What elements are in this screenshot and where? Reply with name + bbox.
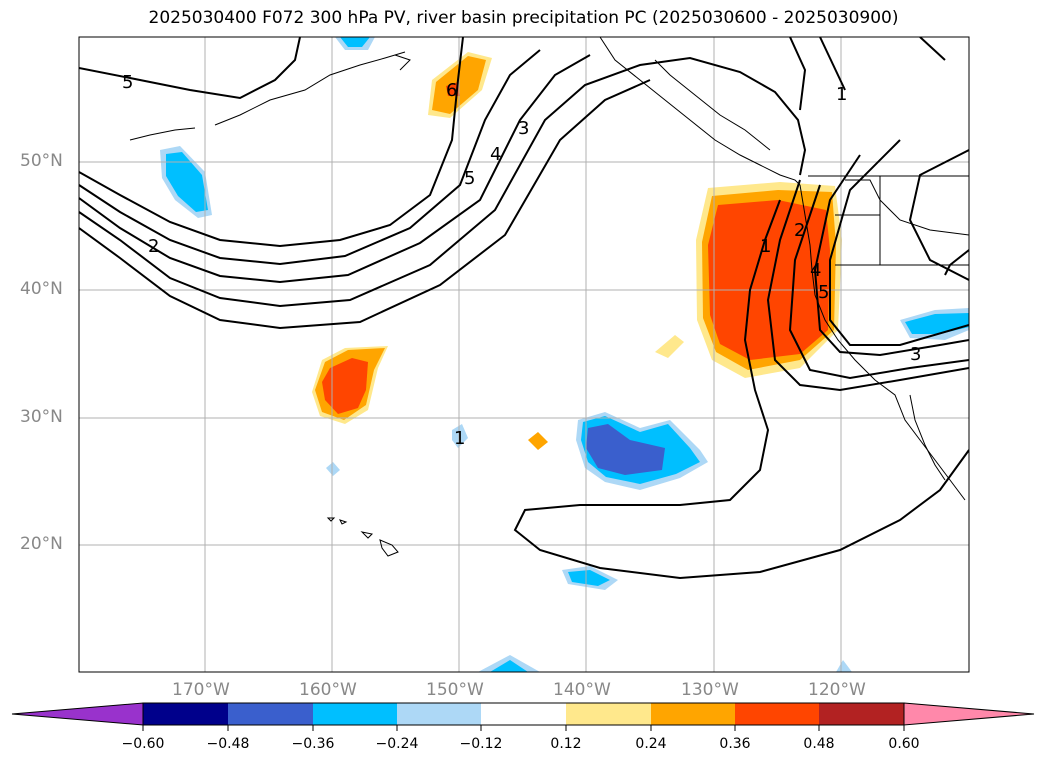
contour-label: 1 (836, 84, 847, 105)
colorbar-tick-label: −0.24 (375, 736, 419, 752)
colorbar-bin (566, 703, 651, 725)
lon-label: 160°W (299, 680, 357, 700)
lat-label: 40°N (20, 279, 63, 299)
colorbar-tick-label: 0.12 (550, 736, 582, 752)
colorbar-bin (228, 703, 313, 725)
lon-label: 170°W (172, 680, 230, 700)
lat-label: 30°N (20, 407, 63, 427)
colorbar (11, 702, 1035, 731)
colorbar-bin (651, 703, 735, 725)
precip-negative-strong (586, 424, 665, 475)
precip-negative-light (836, 660, 852, 672)
lon-label: 150°W (426, 680, 484, 700)
contour-label: 6 (446, 80, 457, 101)
graticule (79, 37, 969, 672)
contour-label: 1 (760, 236, 771, 257)
colorbar-tick-label: 0.36 (719, 736, 751, 752)
precip-negative-mid (340, 37, 370, 47)
colorbar-tick-label: 0.24 (635, 736, 667, 752)
colorbar-tick-label: −0.48 (206, 736, 250, 752)
lon-label: 130°W (681, 680, 739, 700)
precip-negative-light (326, 462, 340, 476)
precip-negative-light (452, 424, 468, 448)
colorbar-tick-label: 0.48 (803, 736, 835, 752)
precip-negative-mid (166, 152, 208, 212)
contour-label: 5 (818, 282, 829, 303)
precip-positive-strong (708, 200, 830, 360)
colorbar-tick-label: −0.60 (121, 736, 165, 752)
map-frame (78, 36, 970, 673)
precip-negative-mid (490, 660, 528, 672)
contour-label: 2 (794, 220, 805, 241)
colorbar-tick-label: −0.36 (291, 736, 335, 752)
lon-label: 140°W (553, 680, 611, 700)
colorbar-min-arrow (11, 702, 144, 726)
colorbar-bin (313, 703, 397, 725)
lat-label: 20°N (20, 534, 63, 554)
map-title: 2025030400 F072 300 hPa PV, river basin … (148, 8, 899, 28)
precip-negative-mid (568, 570, 610, 586)
contour-label: 4 (810, 260, 821, 281)
contour-label: 4 (490, 144, 501, 165)
contour-label: 2 (148, 236, 159, 257)
colorbar-bin (397, 703, 481, 725)
precip-shading (160, 37, 969, 672)
precip-positive-strong (322, 358, 368, 414)
contour-labels: 5 6 3 4 5 2 1 1 2 4 5 3 1 (122, 72, 921, 449)
contour-label: 5 (464, 168, 475, 189)
colorbar-bin (143, 703, 228, 725)
colorbar-tick-label: 0.60 (888, 736, 920, 752)
precip-positive-mid (528, 432, 548, 450)
precip-positive-light (655, 335, 684, 358)
contour-label: 3 (910, 344, 921, 365)
contour-label: 3 (518, 118, 529, 139)
lon-label: 120°W (808, 680, 866, 700)
colorbar-bin (735, 703, 819, 725)
contour-label: 5 (122, 72, 133, 93)
colorbar-bin (481, 703, 566, 725)
contour-label: 1 (454, 428, 465, 449)
coastlines (129, 37, 969, 557)
pv-contours (79, 37, 969, 580)
colorbar-max-arrow (903, 702, 1035, 726)
lat-label: 50°N (20, 151, 63, 171)
colorbar-tick-label: −0.12 (459, 736, 503, 752)
colorbar-bin (819, 703, 904, 725)
colorbar-outline (142, 702, 905, 726)
